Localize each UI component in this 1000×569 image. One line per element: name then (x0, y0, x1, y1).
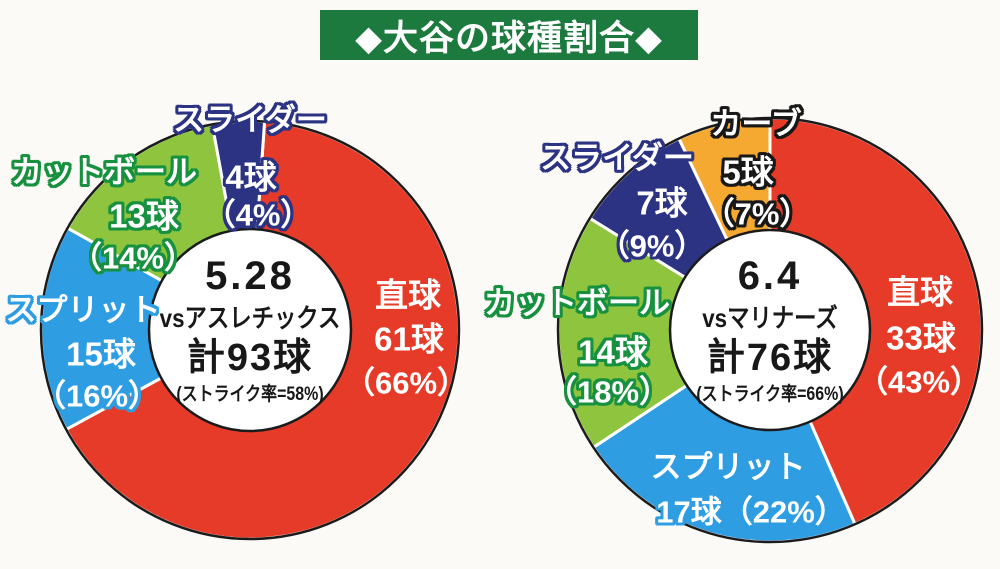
right-slider-count: 7球 (636, 184, 688, 222)
right-center-info: 6.4 vsマリナーズ 計76球 (ストライク率=66%) (655, 256, 885, 404)
donut-center-hole (147, 227, 353, 433)
vs-mariners-donut (556, 116, 984, 544)
left-cutter-count: 13球 (109, 197, 179, 235)
left-fastball-count: 61球 (374, 320, 444, 358)
right-cutter-percent: （18%） (545, 374, 671, 410)
right-splitter-count: 17球 (656, 494, 722, 530)
right-curve-percent: （7%） (703, 196, 811, 232)
left-total-pitches: 計93球 (186, 337, 314, 379)
page-title: ◆大谷の球種割合◆ (355, 18, 663, 58)
left-fastball-percent: （66%） (343, 365, 469, 401)
right-curve-label: カーブ (710, 106, 802, 142)
right-fastball-count: 33球 (886, 319, 956, 357)
left-game-date: 5.28 (205, 254, 295, 298)
left-cutter-percent: （14%） (70, 240, 196, 276)
title-banner: ◆大谷の球種割合◆ (320, 10, 698, 60)
left-slider-label: スライダー (173, 102, 327, 138)
left-splitter-label: スプリット (5, 292, 161, 328)
left-strike-rate: (ストライク率=58%) (176, 384, 324, 405)
right-splitter-percent: （22%） (721, 494, 846, 530)
left-center-info: 5.28 vsアスレチックス 計93球 (ストライク率=58%) (135, 256, 365, 404)
right-fastball-label: 直球 (887, 273, 953, 311)
right-splitter-label: スプリット (650, 449, 806, 485)
left-slider-percent: （4%） (204, 197, 312, 233)
left-cutter-label: カットボール (11, 154, 197, 190)
right-curve-count: 5球 (722, 153, 774, 191)
left-splitter-percent: （16%） (34, 378, 160, 414)
right-slider-label: スライダー (540, 140, 694, 176)
right-strike-rate: (ストライク率=66%) (696, 384, 844, 405)
right-splitter-count-percent: 17球（22%） (656, 497, 846, 528)
right-fastball-percent: （43%） (856, 364, 982, 400)
right-cutter-label: カットボール (484, 285, 670, 321)
left-opponent: vsアスレチックス (159, 303, 341, 333)
left-fastball-label: 直球 (375, 276, 441, 314)
right-opponent: vsマリナーズ (702, 303, 838, 333)
vs-athletics-donut (39, 119, 461, 541)
donut-outer-outline (39, 119, 461, 541)
right-total-pitches: 計76球 (706, 337, 834, 379)
donut-center-hole (668, 228, 872, 432)
right-slider-percent: （9%） (598, 228, 706, 264)
donut-outer-outline (556, 116, 984, 544)
right-cutter-count: 14球 (578, 333, 648, 371)
left-slider-count: 4球 (225, 158, 277, 196)
left-splitter-count: 15球 (66, 335, 136, 373)
right-game-date: 6.4 (737, 254, 803, 298)
